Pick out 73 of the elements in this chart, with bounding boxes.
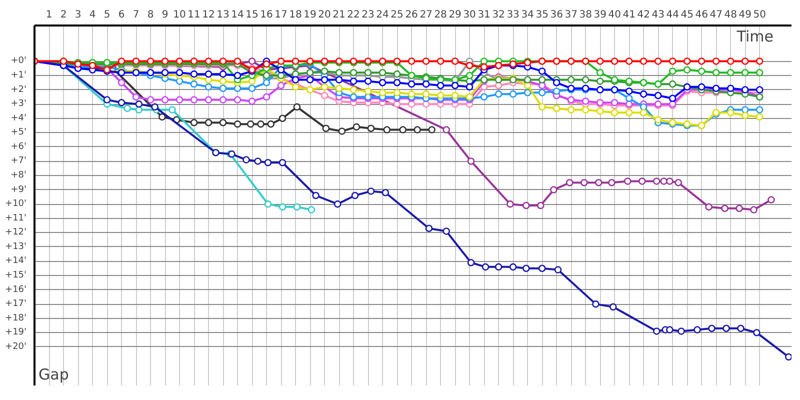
x-tick-label: 14 bbox=[231, 10, 244, 20]
x-tick-label: 39 bbox=[594, 10, 606, 20]
x-tick-label: 49 bbox=[738, 10, 752, 20]
x-tick-label: 35 bbox=[536, 10, 548, 20]
x-tick-label: 41 bbox=[622, 10, 636, 20]
x-tick-label: 34 bbox=[521, 10, 534, 20]
x-tick-label: 12 bbox=[202, 10, 215, 20]
x-tick-label: 28 bbox=[434, 10, 447, 20]
x-tick-label: 32 bbox=[492, 10, 505, 20]
x-tick-label: 42 bbox=[637, 10, 650, 20]
x-tick-label: 30 bbox=[463, 10, 476, 20]
x-tick-label: 45 bbox=[680, 10, 694, 20]
y-tick-label: +8' bbox=[10, 170, 27, 180]
y-tick-label: +16' bbox=[5, 284, 26, 295]
x-tick-label: 17 bbox=[274, 10, 288, 20]
y-tick-label: +7' bbox=[10, 156, 27, 166]
x-axis-title: Time bbox=[736, 28, 774, 46]
x-tick-label: 23 bbox=[362, 10, 374, 20]
y-tick-label: +19' bbox=[5, 328, 26, 338]
y-tick-label: +2' bbox=[10, 84, 27, 95]
x-tick-label: 47 bbox=[710, 10, 722, 20]
x-tick-label: 36 bbox=[550, 10, 563, 20]
x-tick-label: 29 bbox=[448, 10, 462, 20]
x-tick-label: 16 bbox=[260, 10, 273, 20]
x-tick-label: 44 bbox=[666, 10, 679, 20]
y-tick-label: +1' bbox=[10, 70, 27, 80]
y-tick-label: +13' bbox=[5, 242, 26, 252]
x-tick-label: 27 bbox=[420, 10, 432, 20]
x-tick-label: 19 bbox=[304, 10, 316, 20]
x-tick-label: 9 bbox=[162, 10, 168, 20]
y-tick-label: +14' bbox=[5, 256, 26, 266]
x-tick-label: 43 bbox=[652, 10, 664, 20]
y-tick-label: +9' bbox=[10, 184, 27, 195]
x-tick-label: 1 bbox=[46, 10, 52, 20]
y-tick-label: +12' bbox=[5, 228, 26, 238]
x-tick-label: 37 bbox=[564, 10, 578, 20]
x-tick-label: 3 bbox=[74, 10, 82, 20]
x-tick-label: 46 bbox=[695, 10, 708, 20]
y-tick-label: +5' bbox=[10, 128, 27, 138]
x-tick-label: 31 bbox=[478, 10, 490, 20]
x-tick-label: 6 bbox=[118, 10, 125, 20]
x-tick-label: 7 bbox=[132, 10, 140, 20]
y-tick-label: +17' bbox=[5, 299, 26, 310]
x-tick-label: 4 bbox=[89, 10, 96, 20]
y-tick-label: +3' bbox=[10, 99, 27, 110]
x-tick-label: 50 bbox=[753, 10, 766, 20]
x-tick-label: 25 bbox=[390, 10, 404, 20]
y-tick-label: +11' bbox=[5, 213, 26, 224]
y-tick-label: +4' bbox=[10, 113, 27, 124]
x-tick-label: 22 bbox=[347, 10, 360, 20]
x-tick-label: 40 bbox=[608, 10, 621, 20]
x-tick-label: 5 bbox=[104, 10, 110, 20]
x-tick-label: 15 bbox=[246, 10, 258, 20]
x-tick-label: 26 bbox=[405, 10, 418, 20]
x-tick-label: 11 bbox=[188, 10, 200, 20]
x-tick-label: 48 bbox=[724, 10, 737, 20]
x-tick-label: 2 bbox=[60, 10, 67, 20]
x-tick-label: 38 bbox=[579, 10, 592, 20]
y-tick-label: +0' bbox=[10, 56, 27, 66]
x-tick-label: 21 bbox=[332, 10, 346, 20]
y-tick-label: +18' bbox=[5, 313, 26, 324]
y-tick-label: +10' bbox=[5, 199, 26, 210]
x-tick-label: 18 bbox=[289, 10, 302, 20]
y-tick-label: +6' bbox=[10, 142, 27, 152]
y-axis-title: Gap bbox=[38, 366, 69, 384]
x-tick-label: 8 bbox=[147, 10, 154, 20]
x-tick-label: 24 bbox=[376, 10, 389, 20]
x-tick-label: 13 bbox=[216, 10, 230, 20]
y-tick-label: +15' bbox=[5, 270, 26, 280]
x-tick-label: 10 bbox=[173, 10, 186, 20]
y-tick-label: +20' bbox=[5, 342, 26, 352]
x-tick-label: 33 bbox=[506, 10, 520, 20]
x-tick-label: 20 bbox=[318, 10, 331, 20]
